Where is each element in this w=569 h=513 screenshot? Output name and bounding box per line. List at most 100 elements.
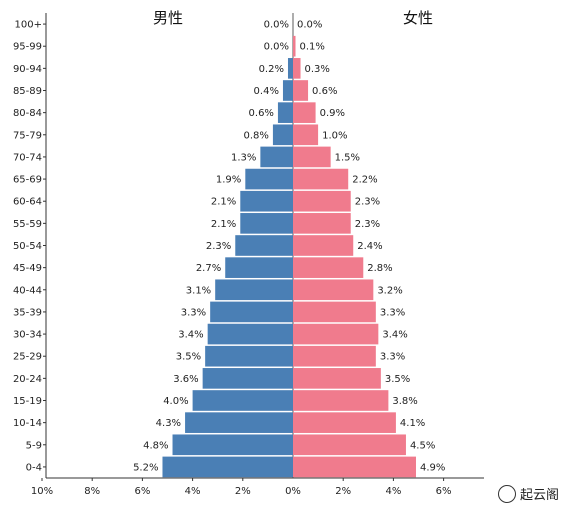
bar-female-10-14: [293, 412, 396, 433]
category-label-100+: 100+: [15, 20, 42, 31]
x-tick-label-left-10: 10%: [31, 486, 53, 497]
bar-male-5-9: [172, 434, 293, 456]
bar-female-45-49: [293, 257, 364, 278]
category-label-60-64: 60-64: [13, 197, 42, 208]
label-male-40-44: 3.1%: [186, 285, 211, 296]
label-female-25-29: 3.3%: [380, 352, 405, 363]
wechat-icon: [497, 484, 516, 503]
x-tick-label-left-8: 8%: [84, 486, 100, 497]
category-label-65-69: 65-69: [13, 175, 42, 186]
category-label-45-49: 45-49: [13, 263, 42, 274]
bar-male-60-64: [240, 190, 293, 212]
bar-male-30-34: [207, 323, 293, 345]
label-female-75-79: 1.0%: [322, 130, 347, 141]
label-male-85-89: 0.4%: [254, 86, 279, 97]
label-male-15-19: 4.0%: [163, 396, 188, 407]
label-male-45-49: 2.7%: [196, 263, 221, 274]
watermark-text: 起云阁: [519, 488, 559, 503]
label-male-20-24: 3.6%: [173, 374, 198, 385]
label-male-65-69: 1.9%: [216, 175, 241, 186]
x-tick-label-right-2: 2%: [335, 486, 351, 497]
label-male-30-34: 3.4%: [178, 330, 203, 341]
x-tick-label-right-4: 4%: [385, 486, 401, 497]
label-male-5-9: 4.8%: [143, 440, 168, 451]
bar-male-15-19: [192, 390, 293, 411]
label-female-30-34: 3.4%: [382, 330, 407, 341]
label-female-50-54: 2.4%: [357, 241, 382, 252]
category-label-40-44: 40-44: [13, 285, 42, 296]
bar-male-25-29: [205, 345, 293, 367]
label-female-5-9: 4.5%: [410, 440, 435, 451]
bar-female-65-69: [293, 168, 349, 190]
bar-female-60-64: [293, 190, 351, 212]
bar-male-35-39: [210, 301, 293, 323]
bar-female-30-34: [293, 323, 379, 345]
bar-female-55-59: [293, 213, 351, 234]
label-female-0-4: 4.9%: [420, 462, 445, 473]
chart-labels: 0.0% 0.0% 100+ 0.0% 0.1% 95-99 0.2% 0.3% 90-94 0.…: [13, 20, 445, 474]
label-male-100+: 0.0%: [264, 20, 289, 31]
bar-male-80-84: [277, 102, 293, 123]
category-label-70-74: 70-74: [13, 152, 42, 163]
label-male-35-39: 3.3%: [181, 307, 206, 318]
bar-male-20-24: [202, 368, 293, 389]
label-female-45-49: 2.8%: [367, 263, 392, 274]
bar-female-20-24: [293, 368, 381, 389]
bar-female-35-39: [293, 301, 376, 323]
category-label-0-4: 0-4: [26, 462, 42, 473]
category-label-10-14: 10-14: [13, 418, 42, 429]
x-tick-label-left-4: 4%: [185, 486, 201, 497]
category-label-30-34: 30-34: [13, 330, 42, 341]
bar-female-15-19: [293, 390, 389, 411]
label-female-35-39: 3.3%: [380, 307, 405, 318]
category-label-80-84: 80-84: [13, 108, 42, 119]
label-female-15-19: 3.8%: [392, 396, 417, 407]
bar-male-90-94: [287, 58, 293, 79]
label-female-85-89: 0.6%: [312, 86, 337, 97]
x-tick-label-right-6: 6%: [436, 486, 452, 497]
female-series-heading: 女性: [403, 9, 433, 27]
label-female-55-59: 2.3%: [355, 219, 380, 230]
category-label-50-54: 50-54: [13, 241, 42, 252]
bar-female-25-29: [293, 345, 376, 367]
bar-female-95-99: [293, 35, 296, 57]
bar-male-45-49: [225, 257, 293, 278]
category-label-90-94: 90-94: [13, 64, 42, 75]
bar-female-80-84: [293, 102, 316, 123]
bar-male-65-69: [245, 168, 293, 190]
bar-male-0-4: [162, 456, 293, 478]
label-male-55-59: 2.1%: [211, 219, 236, 230]
category-label-85-89: 85-89: [13, 86, 42, 97]
label-male-80-84: 0.6%: [249, 108, 274, 119]
label-male-75-79: 0.8%: [244, 130, 269, 141]
label-male-10-14: 4.3%: [156, 418, 181, 429]
x-tick-label-left-2: 2%: [235, 486, 251, 497]
label-male-70-74: 1.3%: [231, 152, 256, 163]
bar-female-75-79: [293, 124, 319, 146]
bar-male-55-59: [240, 213, 293, 234]
x-tick-label-center: 0%: [285, 486, 301, 497]
label-female-65-69: 2.2%: [352, 175, 377, 186]
category-label-5-9: 5-9: [26, 440, 42, 451]
bar-female-90-94: [293, 58, 301, 79]
label-male-60-64: 2.1%: [211, 197, 236, 208]
label-male-50-54: 2.3%: [206, 241, 231, 252]
watermark: 起云阁: [497, 484, 559, 503]
category-label-15-19: 15-19: [13, 396, 42, 407]
chart-bars: [162, 35, 416, 478]
label-male-25-29: 3.5%: [176, 352, 201, 363]
label-female-80-84: 0.9%: [320, 108, 345, 119]
label-male-90-94: 0.2%: [259, 64, 284, 75]
label-male-95-99: 0.0%: [264, 42, 289, 53]
category-label-25-29: 25-29: [13, 352, 42, 363]
bar-female-85-89: [293, 80, 309, 101]
label-female-90-94: 0.3%: [305, 64, 330, 75]
bar-female-5-9: [293, 434, 406, 456]
label-female-70-74: 1.5%: [335, 152, 360, 163]
bar-female-50-54: [293, 235, 354, 256]
bar-male-75-79: [272, 124, 293, 146]
x-tick-label-left-6: 6%: [134, 486, 150, 497]
bar-male-10-14: [185, 412, 293, 433]
label-female-10-14: 4.1%: [400, 418, 425, 429]
